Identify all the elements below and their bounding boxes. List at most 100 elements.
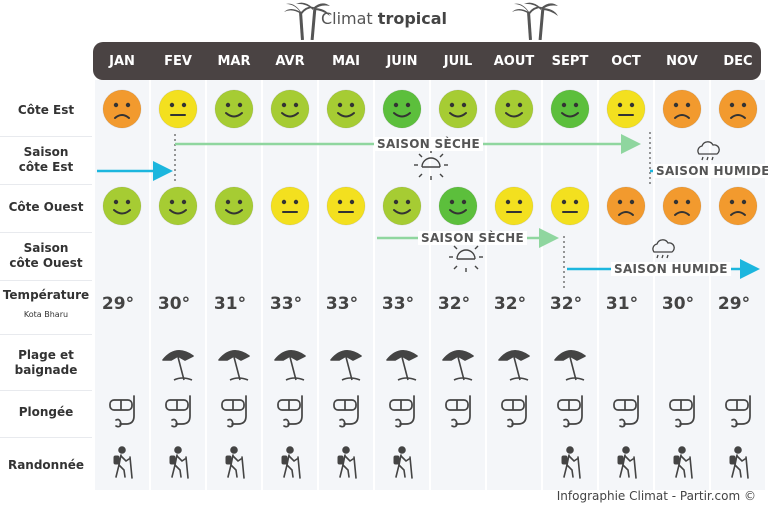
- beach-umbrella-icon: [496, 346, 532, 389]
- sun-icon: [449, 241, 483, 272]
- cote-ouest-good-face-icon: [382, 186, 422, 226]
- hiker-icon: [668, 446, 696, 485]
- temperature-value: 31°: [605, 294, 639, 314]
- column-background: [543, 80, 597, 490]
- page-title: Climat tropical: [320, 9, 448, 28]
- column-background: [151, 80, 205, 490]
- column-background: [95, 80, 149, 490]
- temperature-value: 29°: [101, 294, 135, 314]
- cote-est-good-face-icon: [214, 89, 254, 129]
- temperature-value: 30°: [661, 294, 695, 314]
- temperature-value: 30°: [157, 294, 191, 314]
- beach-umbrella-icon: [160, 346, 196, 389]
- column-background: [263, 80, 317, 490]
- hiker-icon: [164, 446, 192, 485]
- month-jan: JAN: [109, 54, 135, 69]
- row-label-saison-cote-est: Saison côte Est: [18, 145, 74, 174]
- row-label-temperature: Température Kota Bharu: [2, 288, 90, 319]
- month-aout: AOUT: [493, 54, 535, 69]
- cote-ouest-neutral-face-icon: [550, 186, 590, 226]
- cote-est-great-face-icon: [382, 89, 422, 129]
- cote-est-good-face-icon: [270, 89, 310, 129]
- cote-ouest-good-face-icon: [102, 186, 142, 226]
- cote-est-good-face-icon: [326, 89, 366, 129]
- row-label-randonnee: Randonnée: [7, 458, 85, 472]
- season-label-est-wet: SAISON HUMIDE: [653, 164, 768, 178]
- snorkel-mask-icon: [722, 394, 754, 435]
- cote-est-neutral-face-icon: [606, 89, 646, 129]
- snorkel-mask-icon: [218, 394, 250, 435]
- hiker-icon: [108, 446, 136, 485]
- snorkel-mask-icon: [498, 394, 530, 435]
- temperature-value: 33°: [325, 294, 359, 314]
- month-mar: MAR: [217, 54, 251, 69]
- month-oct: OCT: [611, 54, 641, 69]
- rain-cloud-icon: [697, 141, 720, 161]
- cote-ouest-bad-face-icon: [662, 186, 702, 226]
- month-mai: MAI: [332, 54, 360, 69]
- temperature-value: 31°: [213, 294, 247, 314]
- cote-est-great-face-icon: [550, 89, 590, 129]
- month-juil: JUIL: [443, 54, 473, 69]
- beach-umbrella-icon: [272, 346, 308, 389]
- footer-credit: Infographie Climat - Partir.com ©: [556, 489, 756, 503]
- cote-ouest-neutral-face-icon: [270, 186, 310, 226]
- beach-umbrella-icon: [328, 346, 364, 389]
- beach-umbrella-icon: [440, 346, 476, 389]
- row-divider: [0, 136, 92, 137]
- temperature-value: 32°: [437, 294, 471, 314]
- palm-tree-icon: [284, 2, 330, 40]
- row-divider: [0, 390, 92, 391]
- snorkel-mask-icon: [442, 394, 474, 435]
- cote-ouest-bad-face-icon: [718, 186, 758, 226]
- snorkel-mask-icon: [330, 394, 362, 435]
- rain-cloud-icon: [652, 239, 675, 259]
- hiker-icon: [276, 446, 304, 485]
- hiker-icon: [332, 446, 360, 485]
- hiker-icon: [612, 446, 640, 485]
- hiker-icon: [388, 446, 416, 485]
- row-label-saison-cote-ouest: Saison côte Ouest: [9, 241, 83, 270]
- row-divider: [0, 334, 92, 335]
- hiker-icon: [724, 446, 752, 485]
- snorkel-mask-icon: [610, 394, 642, 435]
- temperature-value: 33°: [381, 294, 415, 314]
- cote-ouest-great-face-icon: [438, 186, 478, 226]
- month-juin: JUIN: [386, 54, 418, 69]
- cote-ouest-neutral-face-icon: [494, 186, 534, 226]
- sun-icon: [414, 149, 448, 180]
- season-label-ouest-wet: SAISON HUMIDE: [611, 262, 731, 276]
- snorkel-mask-icon: [554, 394, 586, 435]
- row-divider: [0, 232, 92, 233]
- column-background: [207, 80, 261, 490]
- column-background: [487, 80, 541, 490]
- beach-umbrella-icon: [384, 346, 420, 389]
- beach-umbrella-icon: [216, 346, 252, 389]
- month-nov: NOV: [666, 54, 698, 69]
- temperature-value: 29°: [717, 294, 751, 314]
- cote-ouest-bad-face-icon: [606, 186, 646, 226]
- season-label-est-dry: SAISON SÈCHE: [374, 137, 483, 151]
- snorkel-mask-icon: [386, 394, 418, 435]
- row-label-plongee: Plongée: [18, 405, 74, 419]
- snorkel-mask-icon: [162, 394, 194, 435]
- cote-est-bad-face-icon: [662, 89, 702, 129]
- cote-ouest-good-face-icon: [214, 186, 254, 226]
- cote-est-bad-face-icon: [102, 89, 142, 129]
- cote-ouest-neutral-face-icon: [326, 186, 366, 226]
- month-header-bar: [93, 42, 761, 80]
- row-divider: [0, 280, 92, 281]
- column-background: [711, 80, 765, 490]
- month-avr: AVR: [275, 54, 305, 69]
- row-divider: [0, 184, 92, 185]
- row-label-cote-est: Côte Est: [17, 103, 75, 117]
- column-background: [319, 80, 373, 490]
- snorkel-mask-icon: [274, 394, 306, 435]
- snorkel-mask-icon: [106, 394, 138, 435]
- cote-est-good-face-icon: [438, 89, 478, 129]
- season-label-ouest-dry: SAISON SÈCHE: [418, 231, 527, 245]
- beach-umbrella-icon: [552, 346, 588, 389]
- temperature-value: 33°: [269, 294, 303, 314]
- month-sept: SEPT: [551, 54, 589, 69]
